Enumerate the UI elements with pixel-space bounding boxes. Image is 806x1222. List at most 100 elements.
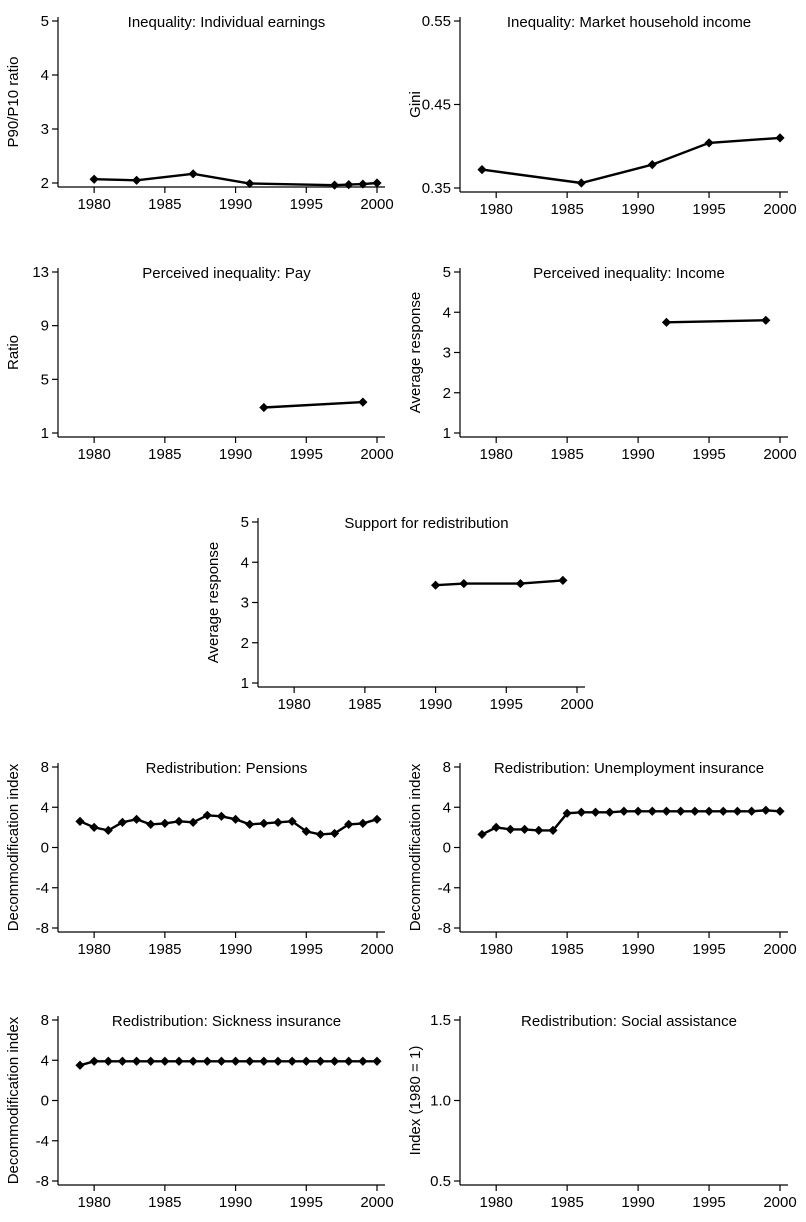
chart-title: Redistribution: Pensions [146,760,308,777]
y-tick-label: 4 [41,67,49,84]
x-tick-label: 2000 [360,196,393,213]
data-point [329,828,340,839]
chart-title: Support for redistribution [344,515,508,532]
chart-panel-5: 1 2 3 4 5 1980 1985 1990 1995 2000 Support for red… [205,514,594,713]
data-point [188,817,198,827]
x-tick-label: 1990 [419,696,452,713]
y-tick-label: 3 [443,345,451,362]
data-point [188,1056,198,1066]
x-tick-label: 1985 [148,196,181,213]
chart-panel-6: -8 -4 0 4 8 1980 1985 1990 1995 2000 Redistributio… [5,759,394,958]
data-point [344,819,354,829]
y-tick-label: 0.35 [422,180,451,197]
x-tick-label: 1990 [621,941,654,958]
data-point [732,806,743,816]
chart-panel-8: -8 -4 0 4 8 1980 1985 1990 1995 2000 Redistributio… [5,1012,394,1211]
data-point [259,402,269,413]
y-tick-label: 8 [41,1012,49,1029]
data-point [690,806,700,816]
chart-panel-7: -8 -4 0 4 8 1980 1985 1990 1995 2000 Redistributio… [407,759,797,958]
data-point [647,806,657,816]
y-tick-label: 4 [443,799,451,816]
data-point [245,178,255,189]
data-point [202,1056,212,1066]
data-point [75,1060,85,1070]
data-point [344,180,354,190]
data-point [519,824,530,834]
data-point [590,807,601,817]
data-point [661,806,672,816]
data-point [718,806,728,816]
x-tick-label: 1990 [621,446,654,463]
x-tick-label: 1985 [550,1194,583,1211]
x-tick-label: 1990 [621,1194,654,1211]
x-tick-label: 2000 [763,446,796,463]
x-tick-label: 1985 [148,941,181,958]
data-point [477,165,487,175]
x-tick-label: 1980 [480,941,513,958]
data-point [273,817,283,827]
data-point [315,1056,326,1066]
y-axis-label: Ratio [5,335,22,370]
y-tick-label: 1 [41,425,49,442]
x-tick-label: 2000 [360,446,393,463]
data-point [216,1056,227,1066]
chart-title: Inequality: Market household income [507,14,751,31]
x-tick-label: 1980 [480,201,513,218]
series-line-1 [79,814,378,836]
y-tick-label: 0 [443,840,451,857]
y-tick-label: 3 [41,121,49,138]
y-tick-label: -4 [36,880,49,897]
data-point [548,825,558,835]
data-point [230,814,241,824]
chart-title: Perceived inequality: Pay [142,265,311,282]
data-point [287,816,297,826]
y-tick-label: -8 [36,920,49,937]
y-tick-label: 2 [41,175,49,192]
data-point [775,133,785,143]
chart-panel-4: 1 2 3 4 5 1980 1985 1990 1995 2000 Perceived inequ… [407,264,797,463]
chart-panel-3: 1 5 9 13 1980 1985 1990 1995 2000 Perceived inequ… [5,264,394,463]
data-point [146,1056,156,1066]
x-tick-label: 2000 [763,1194,796,1211]
data-point [358,397,368,407]
x-tick-label: 1995 [290,941,323,958]
data-point [75,816,85,826]
y-tick-label: 5 [443,264,451,281]
x-tick-label: 1980 [77,941,110,958]
data-point [230,1056,241,1066]
y-tick-label: -4 [438,880,451,897]
y-tick-label: 8 [443,759,451,776]
data-point [576,178,586,188]
chart-title: Redistribution: Unemployment insurance [494,760,764,777]
x-tick-label: 2000 [560,696,593,713]
x-tick-label: 1995 [290,446,323,463]
data-point [344,1056,354,1066]
chart-title: Redistribution: Social assistance [521,1013,737,1030]
data-point [704,138,714,148]
x-tick-label: 1985 [348,696,381,713]
x-tick-label: 1995 [692,1194,725,1211]
data-point [287,1056,297,1066]
data-point [459,578,469,589]
y-tick-label: 0.5 [430,1173,451,1190]
data-point [633,806,643,816]
x-tick-label: 1995 [692,941,725,958]
y-tick-label: 3 [241,595,249,612]
data-point [576,807,586,817]
x-tick-label: 1980 [277,696,310,713]
series-line-1 [481,136,781,185]
data-point [676,806,686,816]
y-tick-label: 0 [41,840,49,857]
y-axis-label: Decommodification index [407,763,424,931]
y-axis-label: Decommodification index [5,763,22,931]
y-axis-label: Decommodification index [5,1016,22,1184]
data-point [89,1056,99,1066]
x-tick-label: 1990 [621,201,654,218]
data-point [89,174,99,184]
series-line-1 [481,809,781,836]
y-tick-label: 4 [41,1052,49,1069]
x-tick-label: 1990 [219,196,252,213]
data-point [562,808,572,818]
y-axis-label: Index (1980 = 1) [407,1046,424,1156]
